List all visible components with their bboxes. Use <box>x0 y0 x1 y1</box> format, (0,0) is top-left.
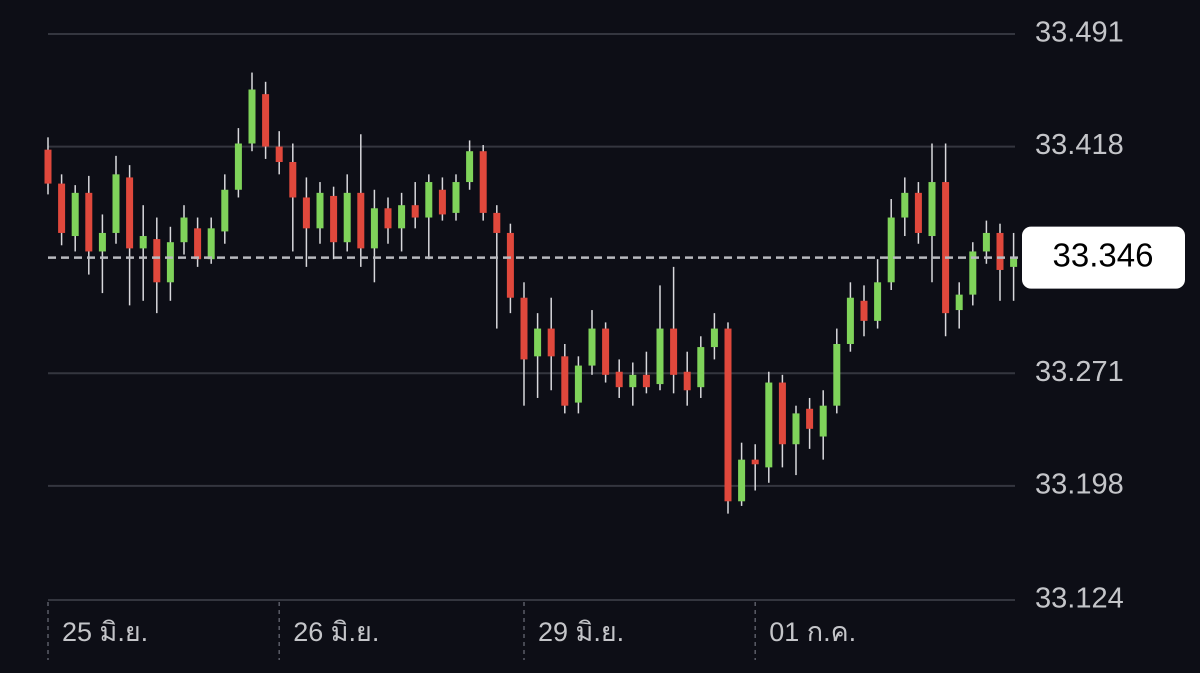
candle-body <box>289 162 297 198</box>
candle-body <box>874 282 882 321</box>
candle-body <box>98 232 106 252</box>
candle-body <box>194 228 202 260</box>
candle-body <box>384 208 392 229</box>
candle-body <box>534 328 542 357</box>
candle-body <box>683 371 691 391</box>
candle-body <box>425 182 433 218</box>
candle-body <box>411 205 419 218</box>
candle-body <box>724 328 732 502</box>
candle-body <box>751 459 759 465</box>
candle-body <box>71 192 79 237</box>
candle-body <box>969 251 977 295</box>
candle-body <box>234 143 242 190</box>
candle-body <box>588 328 596 366</box>
candle-body <box>316 192 324 229</box>
candle-body <box>602 328 610 375</box>
candle-body <box>438 189 446 215</box>
candle-body <box>248 89 256 144</box>
candle-body <box>547 328 555 357</box>
candle-body <box>85 192 93 252</box>
candle-body <box>398 205 406 229</box>
candle-body <box>615 371 623 388</box>
candle-body <box>44 149 52 184</box>
candle-body <box>914 192 922 233</box>
candle-body <box>942 182 950 314</box>
candle-body <box>262 94 270 147</box>
candle-body <box>520 297 528 360</box>
candle-body <box>58 183 66 233</box>
candle-body <box>506 232 514 298</box>
candle-body <box>887 217 895 283</box>
candle-body <box>466 151 474 183</box>
candle-body <box>629 374 637 388</box>
y-tick-label: 33.418 <box>1035 129 1124 161</box>
candle-body <box>493 212 501 233</box>
y-tick-label: 33.491 <box>1035 17 1124 49</box>
candle-body <box>370 208 378 249</box>
candle-body <box>928 182 936 237</box>
candle-body <box>710 328 718 348</box>
candle-body <box>738 459 746 502</box>
x-tick-label: 29 มิ.ย. <box>538 617 624 647</box>
candle-body <box>778 382 786 445</box>
candle-body <box>1010 257 1018 267</box>
candle-body <box>343 192 351 243</box>
candle-body <box>330 195 338 243</box>
candle-body <box>139 236 147 249</box>
candle-body <box>574 365 582 403</box>
candle-body <box>697 347 705 388</box>
candle-body <box>642 374 650 388</box>
candle-body <box>357 192 365 249</box>
y-tick-label: 33.124 <box>1035 583 1124 615</box>
candle-body <box>996 232 1004 270</box>
candle-body <box>479 151 487 213</box>
candle-body <box>765 382 773 468</box>
candle-body <box>112 174 120 233</box>
candle-body <box>561 356 569 406</box>
y-tick-label: 33.271 <box>1035 356 1124 388</box>
candle-body <box>846 297 854 344</box>
candle-body <box>166 242 174 283</box>
candle-body <box>670 328 678 375</box>
candle-body <box>819 405 827 437</box>
candle-body <box>656 328 664 385</box>
x-tick-label: 01 ก.ค. <box>769 617 856 647</box>
candle-body <box>806 408 814 429</box>
candle-body <box>221 189 229 232</box>
candle-body <box>860 300 868 321</box>
y-tick-label: 33.198 <box>1035 469 1124 501</box>
candle-body <box>275 146 283 163</box>
last-price-box <box>1022 226 1185 289</box>
candle-body <box>302 197 310 229</box>
x-tick-label: 25 มิ.ย. <box>62 617 148 647</box>
candle-body <box>901 192 909 218</box>
candle-body <box>207 228 215 260</box>
last-price-label: 33.346 <box>1053 236 1154 273</box>
candle-body <box>180 217 188 243</box>
candle-body <box>833 343 841 406</box>
x-tick-label: 26 มิ.ย. <box>293 617 379 647</box>
candle-body <box>982 232 990 252</box>
candle-body <box>452 182 460 213</box>
candle-body <box>792 413 800 445</box>
candle-body <box>126 177 134 249</box>
candle-body <box>955 294 963 311</box>
candle-body <box>153 239 161 283</box>
